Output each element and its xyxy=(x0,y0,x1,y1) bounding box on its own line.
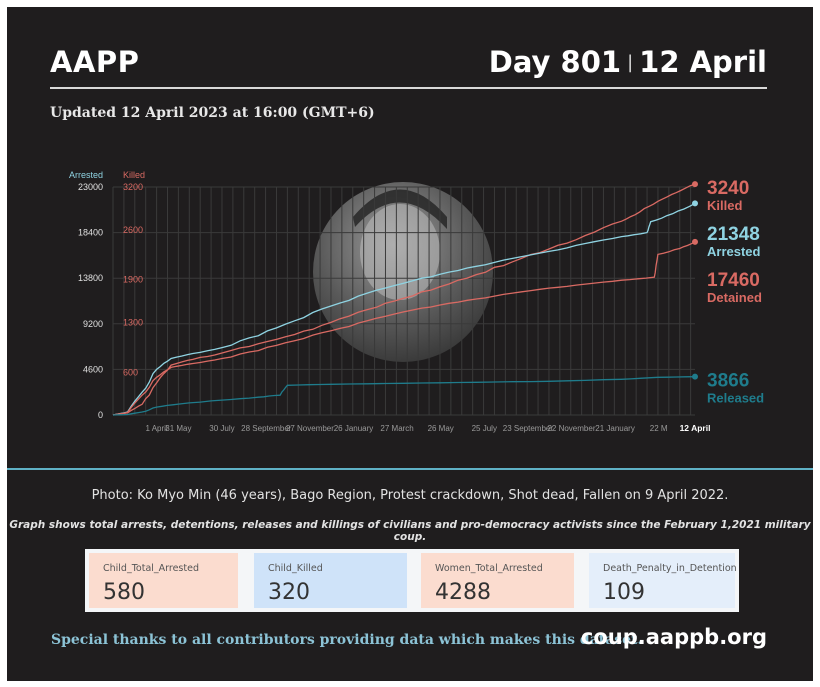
thanks-note: Special thanks to all contributors provi… xyxy=(51,632,643,648)
portrait-photo xyxy=(313,182,493,362)
stat-value: 109 xyxy=(603,580,645,605)
y-tick-killed: 3200 xyxy=(123,182,143,192)
graph-note: Graph shows total arrests, detentions, r… xyxy=(9,519,811,543)
day-counter: Day 801 | 12 April xyxy=(489,45,767,79)
updated-timestamp: Updated 12 April 2023 at 16:00 (GMT+6) xyxy=(50,105,375,121)
chart-grid xyxy=(112,186,695,416)
site-link[interactable]: coup.aappb.org xyxy=(580,625,767,649)
series-endpoint-killed xyxy=(692,181,698,188)
end-name-detained: Detained xyxy=(707,290,762,305)
x-tick-label: 12 April xyxy=(680,423,711,433)
x-tick-label: 27 March xyxy=(380,424,413,433)
end-value-detained: 17460 xyxy=(707,270,760,291)
series-endpoint-released xyxy=(692,373,698,380)
y-tick-killed: 1900 xyxy=(123,275,143,285)
stat-card-child-arrested: Child_Total_Arrested 580 xyxy=(89,553,238,608)
infographic-frame: AAPP Day 801 | 12 April Updated 12 April 2… xyxy=(7,7,813,681)
stat-card-death-penalty: Death_Penalty_in_Detention 109 xyxy=(589,553,737,608)
end-value-killed: 3240 xyxy=(707,178,749,199)
end-value-released: 3866 xyxy=(707,371,749,392)
x-tick-label: 22 M xyxy=(650,424,668,433)
y-tick-arrested: 13800 xyxy=(78,273,103,283)
stat-value: 4288 xyxy=(435,580,491,605)
header-divider xyxy=(50,87,767,89)
right-axis-title: Killed xyxy=(123,170,145,180)
stat-label: Child_Total_Arrested xyxy=(103,563,199,574)
x-tick-label: 31 May xyxy=(165,424,191,433)
y-tick-arrested: 9200 xyxy=(83,319,103,329)
stat-card-women-arrested: Women_Total_Arrested 4288 xyxy=(421,553,574,608)
stat-value: 320 xyxy=(268,580,310,605)
y-tick-arrested: 4600 xyxy=(83,364,103,374)
y-tick-arrested: 18400 xyxy=(78,228,103,238)
y-tick-arrested: 0 xyxy=(98,410,103,420)
x-tick-label: 30 July xyxy=(209,424,234,433)
day-separator: | xyxy=(627,52,634,73)
y-tick-killed: 600 xyxy=(123,367,138,377)
x-tick-label: 1 April xyxy=(145,424,167,433)
end-name-arrested: Arrested xyxy=(707,244,761,259)
stat-label: Child_Killed xyxy=(268,563,323,574)
org-logo-text: AAPP xyxy=(50,45,140,79)
x-tick-label: 22 November xyxy=(547,424,595,433)
stat-value: 580 xyxy=(103,580,145,605)
series-line-killed xyxy=(112,183,696,416)
photo-caption: Photo: Ko Myo Min (46 years), Bago Regio… xyxy=(91,488,729,503)
series-line-detained xyxy=(112,241,696,416)
end-value-arrested: 21348 xyxy=(707,224,760,245)
left-axis-title: Arrested xyxy=(69,170,103,180)
stat-label: Death_Penalty_in_Detention xyxy=(603,563,737,574)
end-name-released: Released xyxy=(707,391,764,406)
y-tick-killed: 2600 xyxy=(123,225,143,235)
x-tick-label: 23 September xyxy=(503,424,554,433)
x-tick-label: 26 May xyxy=(428,424,454,433)
y-tick-killed: 1300 xyxy=(123,317,143,327)
x-tick-label: 28 September xyxy=(241,424,292,433)
end-name-killed: Killed xyxy=(707,198,742,213)
x-tick-label: 21 January xyxy=(595,424,635,433)
x-tick-label: 25 July xyxy=(472,424,497,433)
y-tick-arrested: 23000 xyxy=(78,182,103,192)
stats-cards: Child_Total_Arrested 580 Child_Killed 32… xyxy=(85,549,739,612)
stat-label: Women_Total_Arrested xyxy=(435,563,543,574)
series-endpoint-arrested xyxy=(692,200,698,207)
day-date: 12 April xyxy=(639,45,767,79)
stat-card-child-killed: Child_Killed 320 xyxy=(254,553,407,608)
day-number: Day 801 xyxy=(488,45,622,79)
series-line-released xyxy=(112,376,696,416)
portrait-hair xyxy=(353,189,447,229)
casualties-line-chart: Arrested Killed 0 4600 9200 13800 18400 23000 60… xyxy=(69,170,764,433)
section-divider xyxy=(7,468,813,470)
series-line-arrested xyxy=(112,202,696,416)
portrait-face xyxy=(360,204,440,300)
series-endpoint-detained xyxy=(692,238,698,245)
x-tick-label: 27 November xyxy=(286,424,334,433)
x-tick-label: 26 January xyxy=(334,424,374,433)
